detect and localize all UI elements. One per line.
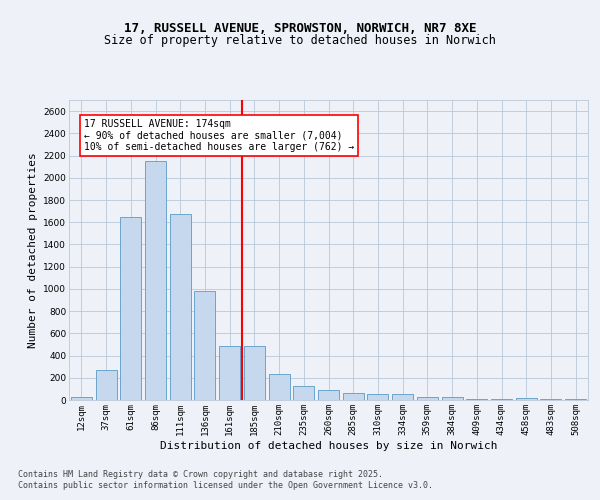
Text: 17 RUSSELL AVENUE: 174sqm
← 90% of detached houses are smaller (7,004)
10% of se: 17 RUSSELL AVENUE: 174sqm ← 90% of detac… — [85, 119, 355, 152]
Bar — [293, 386, 314, 400]
Bar — [120, 216, 141, 400]
Bar — [343, 394, 364, 400]
Bar — [318, 390, 339, 400]
Text: 17, RUSSELL AVENUE, SPROWSTON, NORWICH, NR7 8XE: 17, RUSSELL AVENUE, SPROWSTON, NORWICH, … — [124, 22, 476, 36]
Y-axis label: Number of detached properties: Number of detached properties — [28, 152, 38, 348]
Bar — [219, 346, 240, 400]
Bar — [442, 396, 463, 400]
Bar — [392, 394, 413, 400]
Bar — [565, 399, 586, 400]
Bar — [194, 291, 215, 400]
Bar — [516, 398, 537, 400]
Bar — [71, 396, 92, 400]
Bar — [269, 374, 290, 400]
Bar — [244, 346, 265, 400]
Bar — [145, 161, 166, 400]
Bar — [367, 394, 388, 400]
Bar — [417, 396, 438, 400]
X-axis label: Distribution of detached houses by size in Norwich: Distribution of detached houses by size … — [160, 440, 497, 450]
Bar — [170, 214, 191, 400]
Text: Contains HM Land Registry data © Crown copyright and database right 2025.: Contains HM Land Registry data © Crown c… — [18, 470, 383, 479]
Text: Size of property relative to detached houses in Norwich: Size of property relative to detached ho… — [104, 34, 496, 47]
Text: Contains public sector information licensed under the Open Government Licence v3: Contains public sector information licen… — [18, 481, 433, 490]
Bar — [95, 370, 116, 400]
